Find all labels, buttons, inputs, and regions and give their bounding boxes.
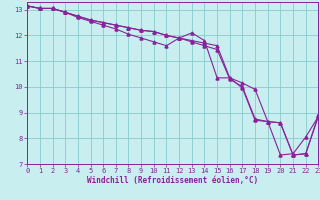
X-axis label: Windchill (Refroidissement éolien,°C): Windchill (Refroidissement éolien,°C) <box>87 176 258 185</box>
